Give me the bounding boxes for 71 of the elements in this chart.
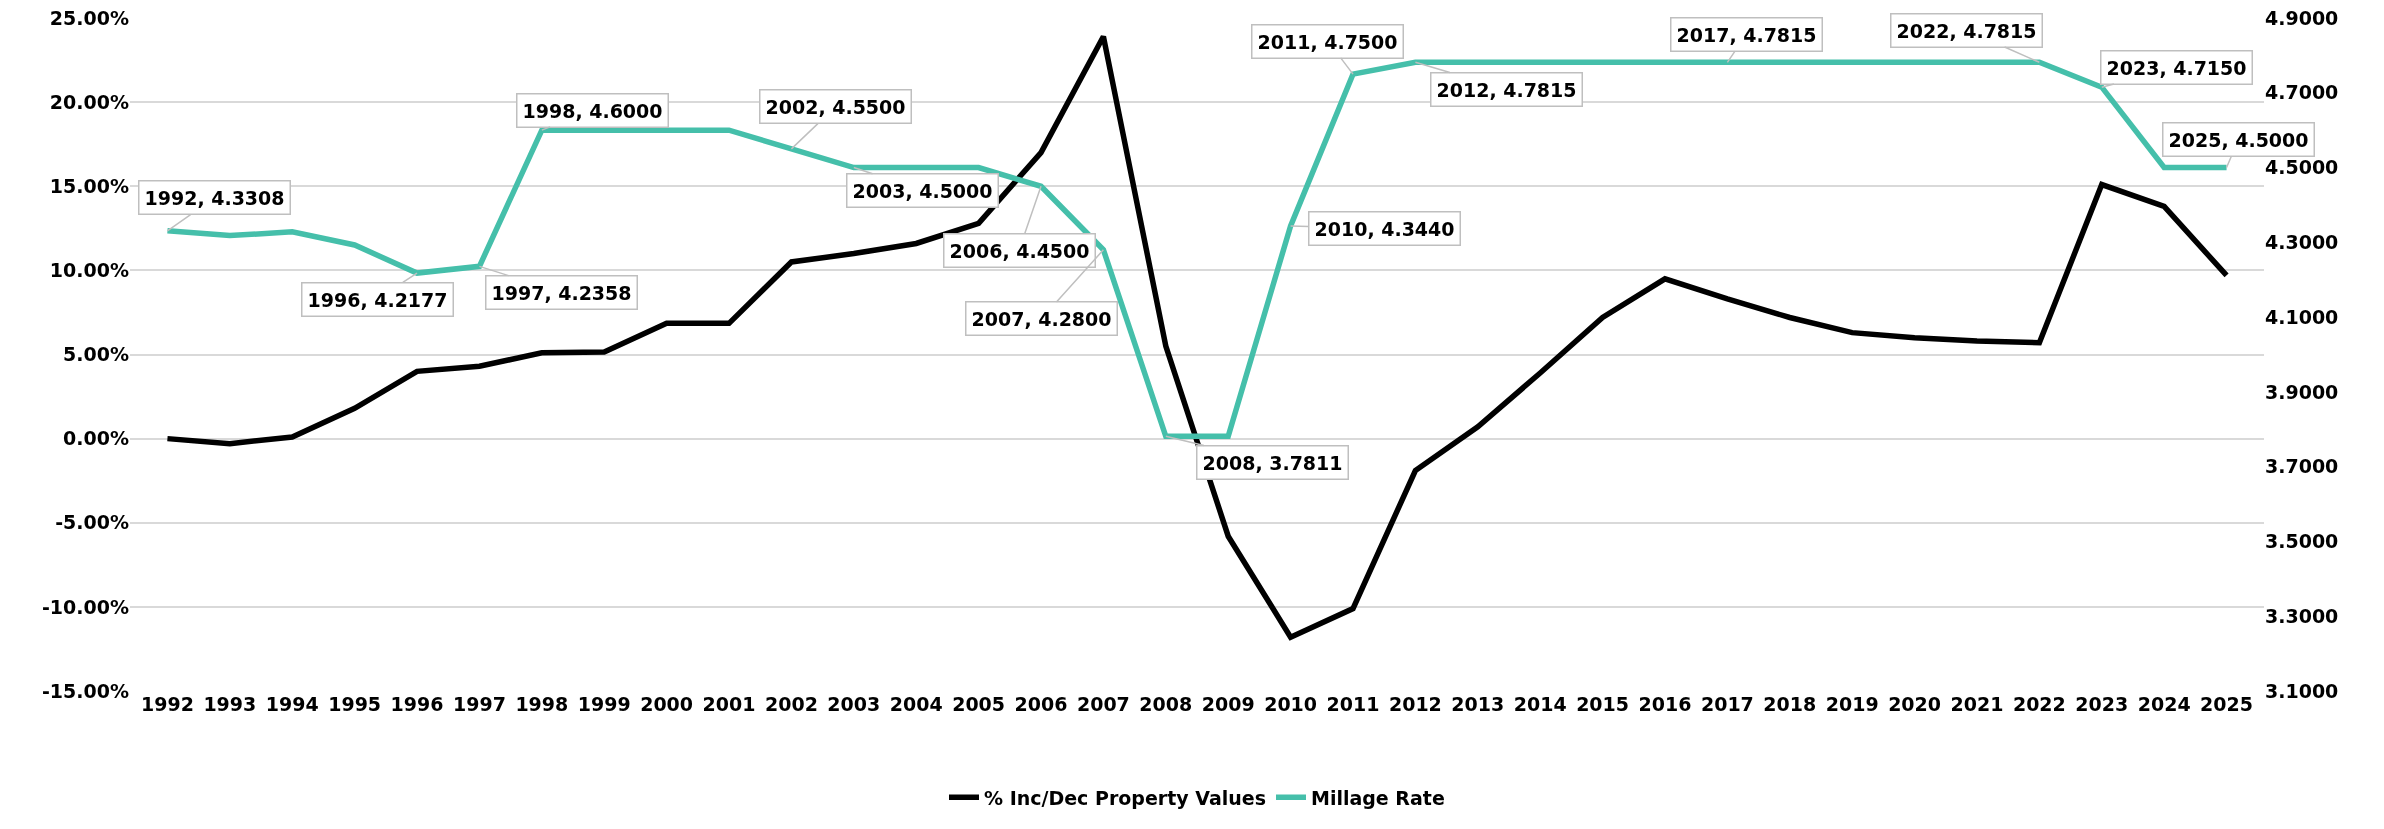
y2-tick-label: 3.9000 xyxy=(2265,380,2339,403)
x-tick-label: 2002 xyxy=(764,693,818,715)
x-tick-label: 2006 xyxy=(1014,693,1068,715)
x-tick-label: 2010 xyxy=(1264,693,1318,715)
x-tick-label: 1993 xyxy=(203,693,257,715)
y-tick-label: 5.00% xyxy=(63,343,129,366)
data-label: 1996, 4.2177 xyxy=(307,288,448,311)
x-tick-label: 2013 xyxy=(1451,693,1505,715)
y2-tick-label: 3.7000 xyxy=(2265,455,2339,478)
x-tick-label: 1996 xyxy=(390,693,444,715)
x-tick-label: 1994 xyxy=(265,693,319,715)
x-tick-label: 1997 xyxy=(452,693,506,715)
data-label: 1992, 4.3308 xyxy=(144,186,285,209)
x-tick-label: 2020 xyxy=(1888,693,1942,715)
x-tick-label: 2011 xyxy=(1326,693,1380,715)
x-tick-label: 2024 xyxy=(2137,693,2191,715)
x-tick-label: 2000 xyxy=(640,693,694,715)
data-label: 1997, 4.2358 xyxy=(491,281,632,304)
data-label: 2023, 4.7150 xyxy=(2106,56,2247,79)
x-tick-label: 2019 xyxy=(1825,693,1879,715)
y-tick-label: 15.00% xyxy=(49,174,129,197)
y-tick-label: 10.00% xyxy=(49,259,129,282)
y2-tick-label: 4.7000 xyxy=(2265,81,2339,104)
x-tick-label: 2022 xyxy=(2012,693,2066,715)
x-tick-label: 2009 xyxy=(1201,693,1255,715)
data-label: 2022, 4.7815 xyxy=(1896,19,2037,42)
x-tick-label: 2014 xyxy=(1513,693,1567,715)
x-tick-label: 2016 xyxy=(1638,693,1692,715)
x-tick-label: 2023 xyxy=(2075,693,2129,715)
legend-label: % Inc/Dec Property Values xyxy=(984,786,1266,809)
x-tick-label: 2012 xyxy=(1388,693,1442,715)
y2-tick-label: 3.3000 xyxy=(2265,604,2339,627)
data-label: 2007, 4.2800 xyxy=(971,307,1112,330)
data-label: 1998, 4.6000 xyxy=(522,99,663,122)
x-tick-label: 2003 xyxy=(827,693,881,715)
y-tick-label: 25.00% xyxy=(49,6,129,29)
legend-label: Millage Rate xyxy=(1311,786,1445,809)
data-label: 2011, 4.7500 xyxy=(1257,30,1398,53)
y2-tick-label: 4.5000 xyxy=(2265,156,2339,179)
data-label: 2025, 4.5000 xyxy=(2168,128,2309,151)
x-tick-label: 2004 xyxy=(889,693,943,715)
x-tick-label: 2007 xyxy=(1076,693,1130,715)
data-label: 2010, 4.3440 xyxy=(1314,217,1455,240)
x-tick-label: 2015 xyxy=(1576,693,1630,715)
y2-tick-label: 4.1000 xyxy=(2265,305,2339,328)
data-label: 2008, 3.7811 xyxy=(1202,451,1343,474)
data-label: 2017, 4.7815 xyxy=(1676,23,1817,46)
data-label: 2003, 4.5000 xyxy=(852,179,993,202)
x-tick-label: 1998 xyxy=(515,693,569,715)
y-tick-label: 0.00% xyxy=(63,427,129,450)
x-tick-label: 2008 xyxy=(1139,693,1193,715)
data-label: 2006, 4.4500 xyxy=(949,239,1090,262)
y-tick-label: 20.00% xyxy=(49,90,129,113)
y2-tick-label: 3.5000 xyxy=(2265,530,2339,553)
x-tick-label: 1999 xyxy=(577,693,631,715)
y2-tick-label: 4.3000 xyxy=(2265,230,2339,253)
x-tick-label: 1995 xyxy=(328,693,382,715)
y2-tick-label: 4.9000 xyxy=(2265,6,2339,29)
x-tick-label: 1992 xyxy=(140,693,194,715)
x-tick-label: 2017 xyxy=(1700,693,1754,715)
y-tick-label: -10.00% xyxy=(41,595,129,618)
y-tick-label: -15.00% xyxy=(41,679,129,702)
x-tick-label: 2005 xyxy=(952,693,1006,715)
data-label: 2002, 4.5500 xyxy=(765,95,906,118)
x-tick-label: 2018 xyxy=(1763,693,1817,715)
y-tick-label: -5.00% xyxy=(55,511,129,534)
y2-tick-label: 3.1000 xyxy=(2265,679,2339,702)
x-tick-label: 2001 xyxy=(702,693,756,715)
x-tick-label: 2025 xyxy=(2200,693,2254,715)
data-label: 2012, 4.7815 xyxy=(1436,78,1577,101)
x-tick-label: 2021 xyxy=(1950,693,2004,715)
